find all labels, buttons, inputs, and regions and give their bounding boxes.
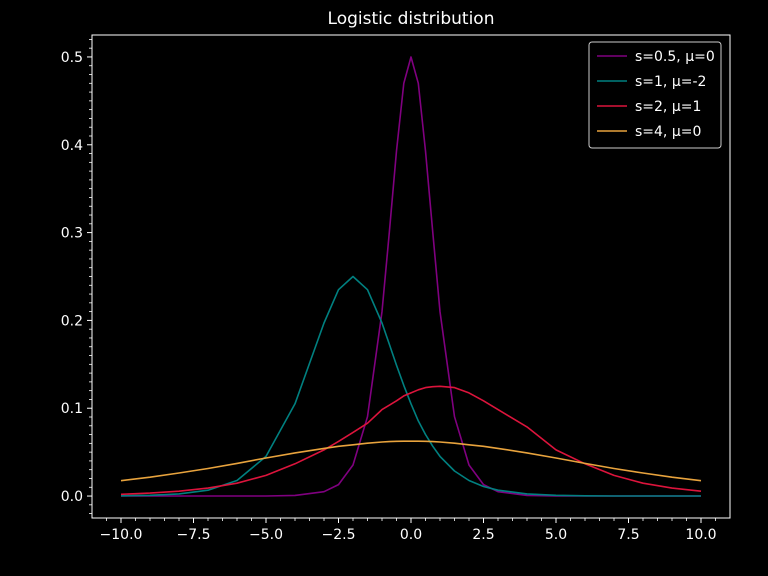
x-tick-label-5: 2.5 [472, 527, 494, 543]
y-tick-label-0: 0.0 [61, 489, 83, 505]
series-line-2 [120, 385, 702, 496]
plot-area [120, 56, 702, 497]
x-tick-label-3: −2.5 [322, 527, 356, 543]
series-line-3 [120, 440, 702, 482]
x-tick-label-2: −5.0 [249, 527, 283, 543]
x-tick-label-8: 10.0 [685, 527, 716, 543]
x-tick-label-6: 5.0 [545, 527, 567, 543]
legend-label-0: s=0.5, μ=0 [635, 49, 715, 65]
x-tick-label-7: 7.5 [617, 527, 639, 543]
chart-title: Logistic distribution [328, 9, 495, 29]
series-line-1 [120, 275, 701, 497]
x-tick-label-0: −10.0 [100, 527, 143, 543]
legend: s=0.5, μ=0 s=1, μ=-2 s=2, μ=1 s=4, μ=0 [588, 41, 722, 149]
y-tick-label-3: 0.3 [61, 226, 83, 242]
axes: −10.0 −7.5 −5.0 −2.5 0.0 2.5 5.0 7.5 10.0 0.0 0.1 0… [61, 34, 731, 543]
y-tick-label-5: 0.5 [61, 50, 83, 66]
y-tick-label-1: 0.1 [61, 401, 83, 417]
y-tick-label-4: 0.4 [61, 138, 83, 154]
legend-label-1: s=1, μ=-2 [635, 74, 706, 90]
x-tick-label-1: −7.5 [177, 527, 211, 543]
legend-label-2: s=2, μ=1 [635, 99, 701, 115]
legend-label-3: s=4, μ=0 [635, 124, 701, 140]
x-tick-label-4: 0.0 [400, 527, 422, 543]
legend-box [588, 41, 722, 149]
y-tick-label-2: 0.2 [61, 313, 83, 329]
